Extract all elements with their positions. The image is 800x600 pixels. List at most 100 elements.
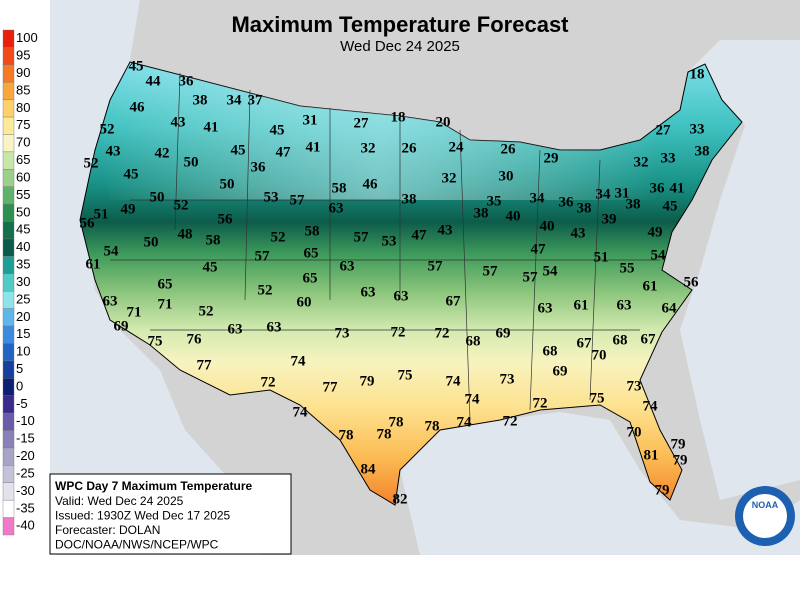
map-title: Maximum Temperature Forecast: [231, 12, 569, 37]
temperature-label: 76: [187, 331, 203, 347]
temperature-label: 75: [590, 390, 605, 406]
legend-swatch: [2, 29, 15, 48]
legend-label: -30: [16, 483, 35, 498]
temperature-label: 69: [553, 363, 568, 379]
legend-label: 30: [16, 274, 30, 289]
temperature-label: 50: [150, 189, 165, 205]
temperature-label: 63: [361, 284, 376, 300]
legend-swatch: [2, 395, 15, 414]
map-subtitle: Wed Dec 24 2025: [340, 38, 460, 55]
legend-label: 20: [16, 309, 30, 324]
temperature-label: 38: [695, 143, 710, 159]
temperature-label: 70: [627, 424, 642, 440]
legend-swatch: [2, 203, 15, 222]
temperature-label: 54: [651, 247, 667, 263]
temperature-label: 56: [80, 215, 96, 231]
temperature-label: 78: [425, 418, 440, 434]
temperature-label: 74: [446, 373, 462, 389]
temperature-label: 71: [158, 296, 173, 312]
temperature-label: 38: [402, 191, 417, 207]
legend-swatch: [2, 151, 15, 170]
temperature-label: 57: [483, 263, 499, 279]
temperature-label: 33: [690, 121, 705, 137]
legend-label: 15: [16, 326, 30, 341]
legend-label: 70: [16, 135, 30, 150]
temperature-label: 79: [655, 482, 670, 498]
legend-label: 80: [16, 100, 30, 115]
temperature-label: 58: [305, 223, 320, 239]
temperature-label: 49: [121, 201, 136, 217]
temperature-label: 37: [248, 92, 264, 108]
info-title: WPC Day 7 Maximum Temperature: [55, 479, 252, 493]
temperature-label: 69: [496, 325, 511, 341]
temperature-label: 27: [656, 122, 672, 138]
legend-label: -35: [16, 500, 35, 515]
temperature-label: 57: [290, 192, 306, 208]
temperature-label: 57: [354, 229, 370, 245]
temperature-label: 39: [602, 211, 617, 227]
temperature-label: 31: [615, 185, 630, 201]
temperature-label: 45: [270, 122, 285, 138]
legend-swatch: [2, 82, 15, 100]
temperature-label: 68: [543, 343, 558, 359]
temperature-label: 47: [276, 144, 292, 160]
temperature-label: 26: [501, 141, 517, 157]
temperature-label: 77: [197, 357, 213, 373]
temperature-label: 58: [206, 232, 221, 248]
temperature-label: 40: [506, 208, 521, 224]
temperature-label: 72: [391, 324, 406, 340]
legend-label: -40: [16, 518, 35, 533]
cold-band: [95, 62, 742, 200]
legend-label: 50: [16, 204, 30, 219]
temperature-label: 57: [255, 248, 271, 264]
temperature-label: 52: [271, 229, 286, 245]
temperature-label: 54: [543, 263, 559, 279]
temperature-label: 33: [661, 150, 676, 166]
legend-label: -5: [16, 396, 28, 411]
temperature-label: 34: [530, 190, 546, 206]
legend-label: 40: [16, 239, 30, 254]
legend-label: 65: [16, 152, 30, 167]
temperature-label: 52: [199, 303, 214, 319]
atlantic: [680, 40, 800, 500]
legend-swatch: [2, 221, 15, 240]
legend-swatch: [2, 291, 15, 309]
temperature-label: 63: [103, 293, 118, 309]
temperature-label: 24: [449, 139, 465, 155]
temperature-label: 63: [340, 258, 355, 274]
temperature-label: 46: [130, 99, 146, 115]
temperature-label: 43: [438, 222, 453, 238]
legend-swatch: [2, 378, 15, 396]
temperature-label: 82: [393, 491, 408, 507]
temperature-label: 78: [377, 426, 392, 442]
temperature-label: 79: [671, 436, 686, 452]
temperature-label: 56: [218, 211, 234, 227]
legend-label: 75: [16, 117, 30, 132]
state-borders: [110, 72, 660, 421]
legend-swatch: [2, 499, 15, 518]
legend-swatch: [2, 412, 15, 431]
temperature-label: 74: [465, 391, 481, 407]
temperature-label: 55: [620, 260, 635, 276]
legend-label: 95: [16, 48, 30, 63]
temperature-label: 51: [94, 206, 109, 222]
temperature-label: 79: [360, 373, 375, 389]
legend-label: 10: [16, 344, 30, 359]
temperature-label: 74: [293, 404, 309, 420]
temperature-label: 42: [155, 145, 170, 161]
legend-label: 90: [16, 65, 30, 80]
legend-swatch: [2, 465, 15, 483]
temperature-label: 36: [559, 194, 575, 210]
legend-label: -15: [16, 431, 35, 446]
temperature-label: 74: [643, 398, 659, 414]
legend-swatch: [2, 482, 15, 501]
legend-label: 45: [16, 222, 30, 237]
info-line: DOC/NOAA/NWS/NCEP/WPC: [55, 538, 219, 552]
temperature-label: 84: [361, 461, 377, 477]
temperature-label: 78: [339, 427, 354, 443]
legend-label: 5: [16, 361, 23, 376]
temperature-label: 32: [361, 140, 376, 156]
